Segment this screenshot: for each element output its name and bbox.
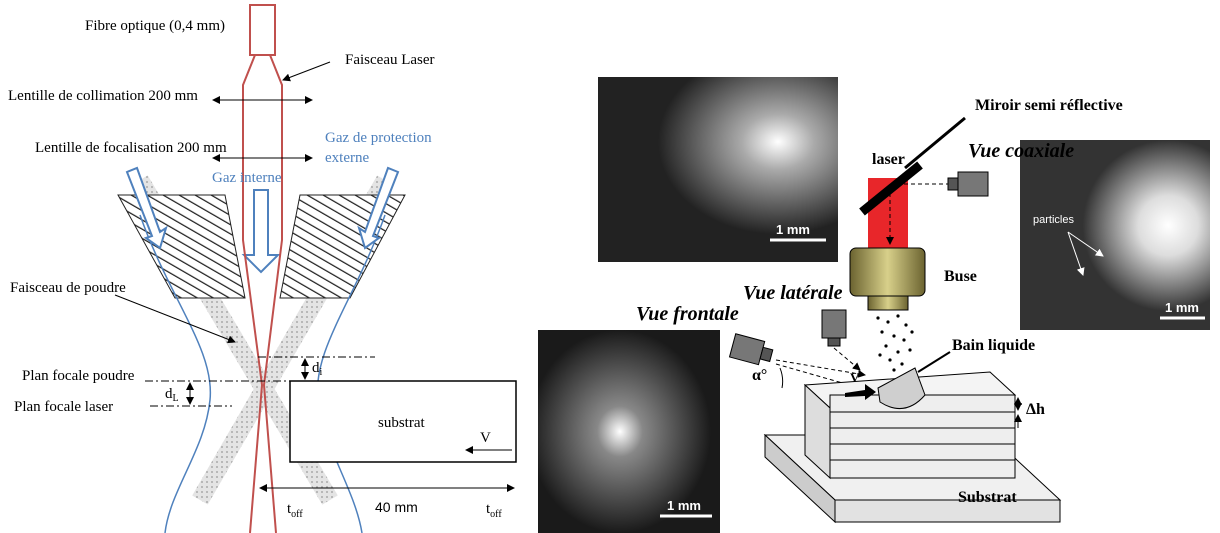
camera-lens [947, 177, 959, 191]
label: Plan focale poudre [22, 368, 135, 384]
label: Lentille de focalisation 200 mm [35, 140, 227, 156]
laser-beam [262, 54, 283, 533]
label: Vue latérale [743, 282, 843, 304]
camera [957, 171, 989, 197]
label: Buse [944, 268, 977, 285]
label: Faisceau Laser [345, 52, 435, 68]
gas-arrow [357, 166, 400, 250]
camera [821, 309, 847, 339]
photo [1020, 140, 1210, 330]
gas-arrow [125, 166, 168, 250]
label: Gaz de protection [325, 130, 432, 146]
base-front [834, 499, 1061, 523]
label: Gaz interne [212, 170, 282, 186]
photo [538, 330, 720, 533]
scale-label: 1 mm [667, 498, 701, 513]
pointer [114, 294, 236, 344]
label: V [480, 430, 491, 446]
scale-label: 1 mm [776, 222, 810, 237]
label: Lentille de collimation 200 mm [8, 88, 198, 104]
scale-label: 1 mm [1165, 300, 1199, 315]
label: substrat [378, 415, 425, 431]
label: Plan focale laser [14, 399, 113, 415]
gas-arrow [241, 189, 281, 274]
melt-pool [877, 367, 926, 410]
label: 40 mm [375, 499, 418, 515]
pointer [904, 116, 966, 170]
optical-path [775, 359, 866, 378]
substrate [289, 380, 517, 463]
label: Δh [1026, 401, 1045, 418]
nozzle-tip [867, 295, 909, 311]
label: laser [872, 151, 905, 168]
fibre [249, 4, 276, 56]
pointer [1067, 231, 1085, 276]
label: dL [165, 386, 179, 404]
layers [830, 411, 1015, 461]
label: Faisceau de poudre [10, 280, 126, 296]
nozzle-left [117, 194, 246, 299]
camera [728, 333, 774, 366]
mirror [859, 161, 923, 216]
photo [598, 77, 838, 262]
pointer [1067, 231, 1104, 257]
label: Bain liquide [952, 337, 1035, 354]
label: α° [752, 367, 767, 384]
label: toff [287, 501, 303, 520]
pointer [282, 61, 331, 82]
label: Fibre optique (0,4 mm) [85, 18, 225, 34]
label: Substrat [958, 489, 1017, 506]
nozzle-right [279, 194, 406, 299]
right-diagram: 1 mm 1 mm particles 1 mm Miroir [538, 77, 1210, 533]
label: Vue frontale [636, 303, 739, 325]
label: toff [486, 501, 502, 520]
annotation: particles [1033, 214, 1074, 226]
label: V [850, 370, 860, 385]
powder [876, 314, 914, 372]
label: Miroir semi réflective [975, 97, 1123, 114]
left-diagram: Fibre optique (0,4 mm) Faisceau Laser Le… [8, 4, 517, 533]
label: externe [325, 150, 369, 166]
angle-arc [779, 367, 784, 389]
label: Vue coaxiale [968, 140, 1074, 162]
camera-lens [827, 337, 841, 347]
laser-beam [242, 54, 264, 533]
optical-path [833, 347, 861, 371]
wall-front [829, 394, 1016, 479]
pointer [917, 351, 951, 373]
label: di [312, 360, 323, 378]
travel-arrow [845, 384, 876, 400]
gas-envelope [139, 214, 212, 533]
nozzle [849, 247, 926, 297]
